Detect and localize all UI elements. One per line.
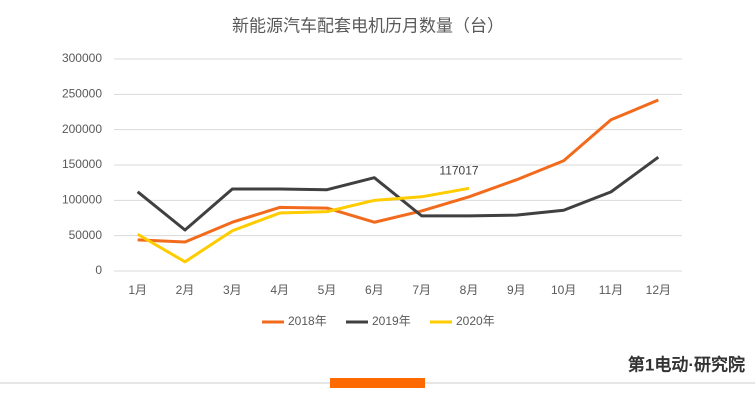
y-tick-label: 200000 [62,122,102,136]
series-line [136,186,470,264]
y-tick-label: 250000 [62,87,102,101]
y-tick-label: 300000 [62,51,102,65]
x-tick-label: 10月 [551,283,576,297]
series-line [136,156,660,232]
footer-accent [330,378,425,388]
y-tick-label: 150000 [62,157,102,171]
x-tick-label: 7月 [412,283,431,297]
series-line [137,98,659,244]
x-tick-label: 12月 [646,283,671,297]
y-tick-label: 0 [95,263,102,277]
x-tick-label: 9月 [507,283,526,297]
legend-label: 2019年 [372,314,411,328]
y-tick-label: 50000 [69,228,103,242]
data-label: 117017 [439,163,478,177]
x-tick-label: 1月 [128,283,147,297]
x-tick-label: 4月 [270,283,289,297]
x-tick-label: 3月 [223,283,242,297]
chart-title: 新能源汽车配套电机历月数量（台） [232,16,504,35]
x-tick-label: 5月 [318,283,337,297]
legend-label: 2020年 [456,314,495,328]
y-tick-label: 100000 [62,193,102,207]
brand: 第1电动·研究院 [628,354,745,374]
x-tick-label: 11月 [599,283,623,297]
x-tick-label: 2月 [176,283,195,297]
legend-label: 2018年 [288,314,327,328]
x-tick-label: 8月 [460,283,479,297]
x-tick-label: 6月 [365,283,384,297]
